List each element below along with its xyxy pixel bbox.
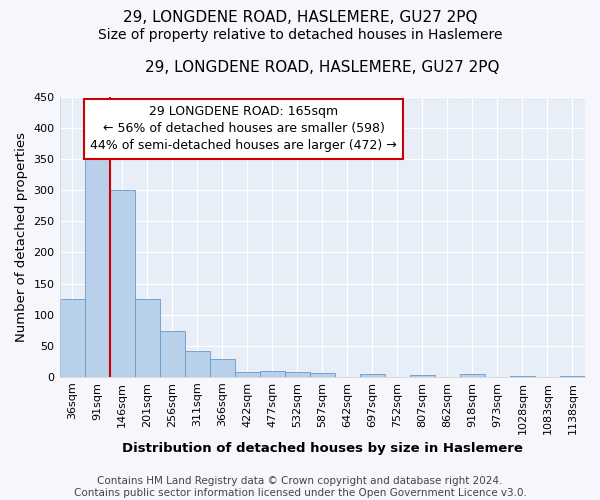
Title: 29, LONGDENE ROAD, HASLEMERE, GU27 2PQ: 29, LONGDENE ROAD, HASLEMERE, GU27 2PQ bbox=[145, 60, 500, 75]
Text: Size of property relative to detached houses in Haslemere: Size of property relative to detached ho… bbox=[98, 28, 502, 42]
Bar bbox=[160, 332, 185, 377]
Bar bbox=[260, 370, 285, 377]
Text: 29, LONGDENE ROAD, HASLEMERE, GU27 2PQ: 29, LONGDENE ROAD, HASLEMERE, GU27 2PQ bbox=[123, 10, 477, 25]
Bar bbox=[185, 350, 209, 377]
Bar bbox=[134, 299, 160, 377]
Bar bbox=[235, 372, 260, 377]
Y-axis label: Number of detached properties: Number of detached properties bbox=[15, 132, 28, 342]
Bar bbox=[59, 299, 85, 377]
Bar bbox=[410, 375, 435, 377]
Bar bbox=[360, 374, 385, 377]
Bar bbox=[310, 373, 335, 377]
Bar bbox=[110, 190, 134, 377]
Bar bbox=[560, 376, 585, 377]
Bar bbox=[460, 374, 485, 377]
Bar bbox=[285, 372, 310, 377]
Bar bbox=[209, 359, 235, 377]
Text: Contains HM Land Registry data © Crown copyright and database right 2024.
Contai: Contains HM Land Registry data © Crown c… bbox=[74, 476, 526, 498]
Bar bbox=[85, 146, 110, 377]
Bar bbox=[510, 376, 535, 377]
Text: 29 LONGDENE ROAD: 165sqm
← 56% of detached houses are smaller (598)
44% of semi-: 29 LONGDENE ROAD: 165sqm ← 56% of detach… bbox=[90, 106, 397, 152]
X-axis label: Distribution of detached houses by size in Haslemere: Distribution of detached houses by size … bbox=[122, 442, 523, 455]
